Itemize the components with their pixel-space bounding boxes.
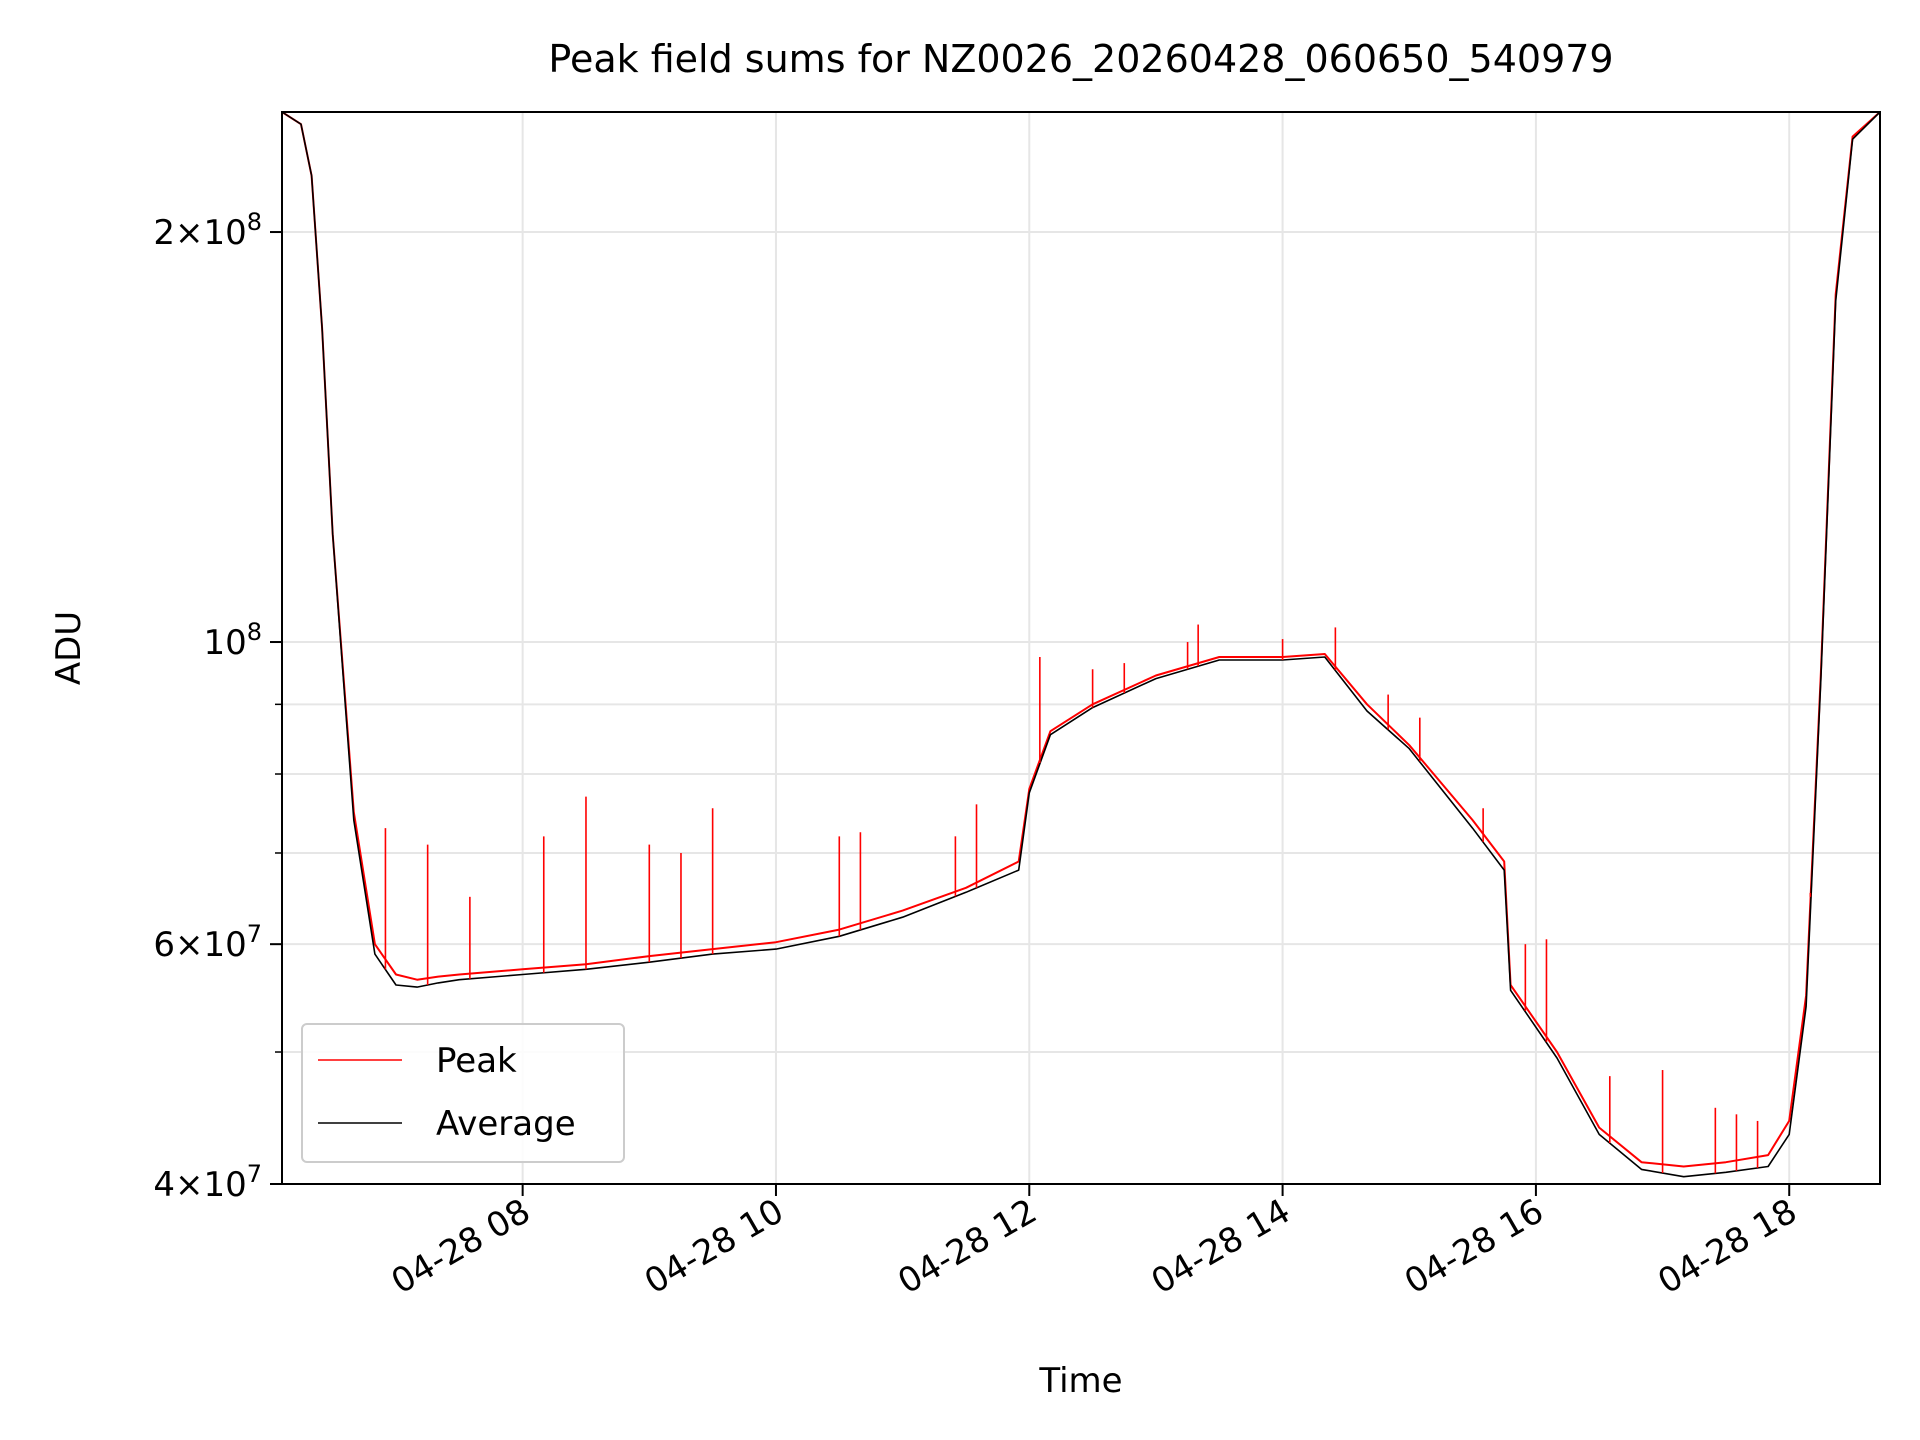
y-tick-label: 6×107 — [153, 920, 262, 965]
y-axis: 4×107 6×107 108 2×108 — [153, 208, 282, 1205]
legend: Peak Average — [301, 1023, 625, 1163]
plot-area — [281, 111, 1881, 1178]
axes-frame — [281, 111, 1881, 1185]
chart-title: Peak field sums for NZ0026_20260428_0606… — [548, 37, 1613, 81]
y-tick-label: 108 — [203, 618, 262, 663]
series-line-average — [281, 111, 1881, 1178]
series-line-peak — [281, 111, 1881, 1168]
x-axis-label: Time — [1038, 1361, 1122, 1401]
legend-box — [301, 1023, 625, 1163]
y-tick-label: 4×107 — [153, 1160, 262, 1205]
legend-label-average: Average — [436, 1104, 576, 1144]
legend-label-peak: Peak — [436, 1041, 517, 1081]
y-axis-label: ADU — [49, 611, 89, 685]
y-tick-label: 2×108 — [153, 208, 262, 253]
